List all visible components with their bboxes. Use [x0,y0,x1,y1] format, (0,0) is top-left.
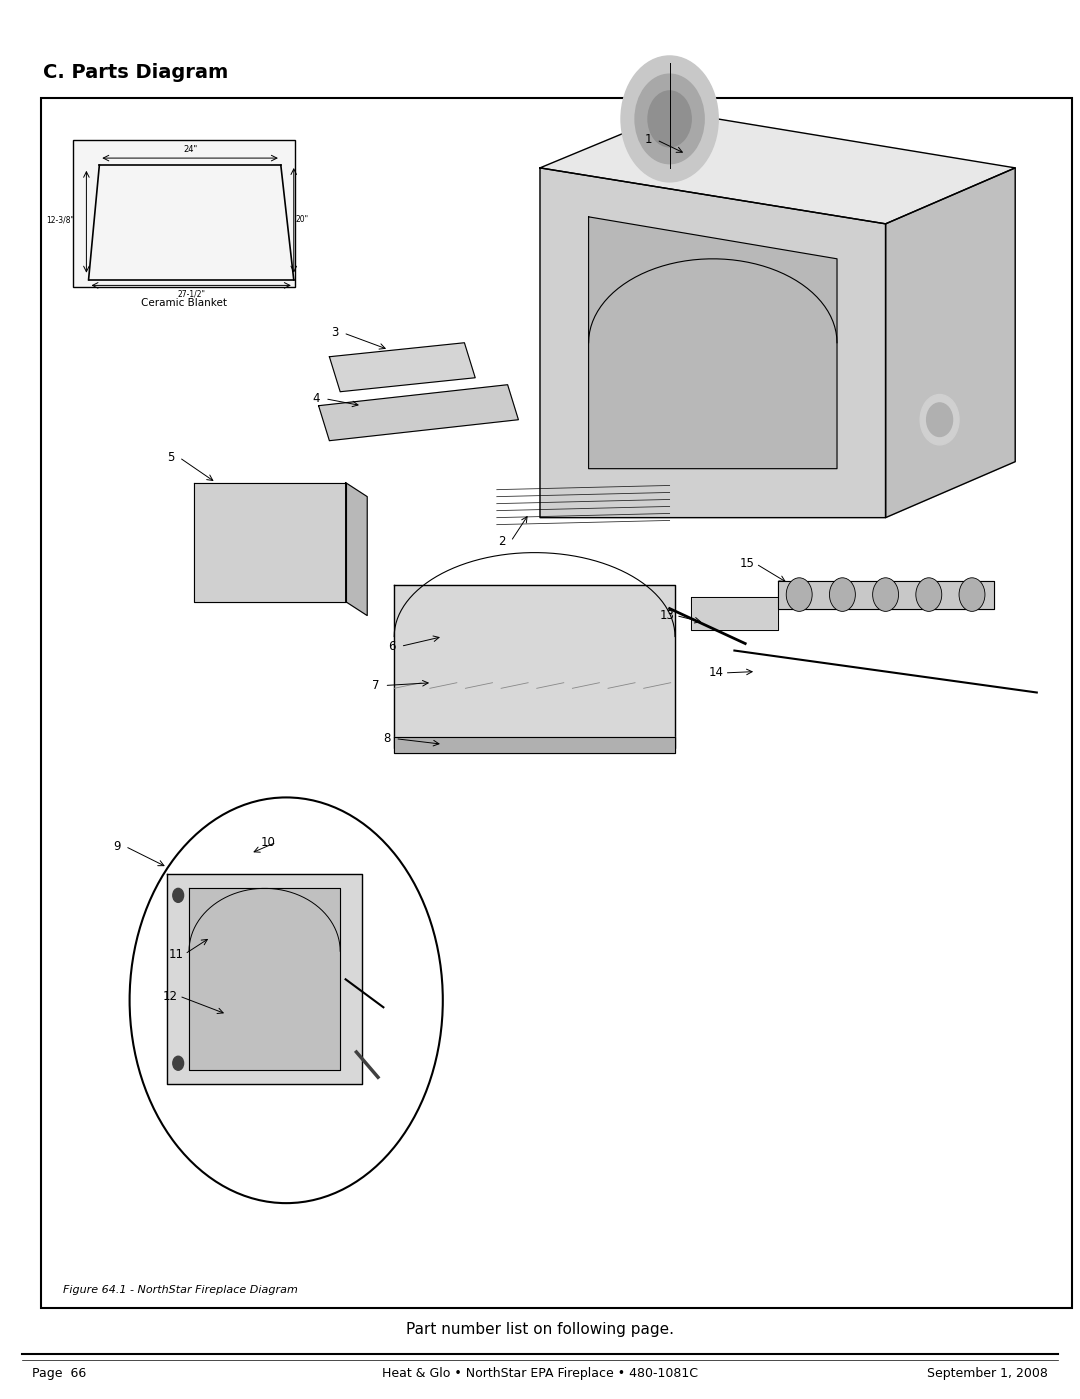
Text: 9: 9 [113,839,120,853]
Text: 3: 3 [332,326,338,340]
Polygon shape [540,112,1015,224]
Circle shape [621,56,718,182]
Polygon shape [394,585,675,748]
Text: 12: 12 [163,989,178,1003]
Circle shape [916,578,942,611]
Text: 7: 7 [373,679,379,693]
Text: 2: 2 [499,534,505,548]
Polygon shape [319,385,518,441]
Circle shape [920,395,959,445]
Text: 5: 5 [167,450,174,464]
Circle shape [927,403,953,436]
Polygon shape [329,343,475,392]
Circle shape [959,578,985,611]
Circle shape [635,74,704,164]
Polygon shape [194,483,346,602]
Circle shape [173,888,184,902]
Circle shape [130,797,443,1203]
Text: 6: 6 [389,639,395,653]
Polygon shape [540,168,886,518]
Polygon shape [778,581,994,609]
Circle shape [873,578,899,611]
Bar [73,140,295,287]
Bar [41,98,1072,1308]
Polygon shape [691,597,778,630]
Circle shape [829,578,855,611]
Text: 10: 10 [260,835,275,849]
Polygon shape [589,217,837,469]
Text: 24": 24" [183,145,198,154]
Text: 14: 14 [708,666,724,680]
Text: Page  66: Page 66 [32,1367,86,1381]
Circle shape [648,91,691,147]
Circle shape [173,1056,184,1070]
Text: 13: 13 [660,609,675,623]
Polygon shape [394,737,675,753]
Text: 15: 15 [740,557,755,571]
Text: 12-3/8": 12-3/8" [46,215,75,224]
Text: 11: 11 [168,947,184,961]
Text: Figure 64.1 - NorthStar Fireplace Diagram: Figure 64.1 - NorthStar Fireplace Diagra… [63,1284,297,1295]
Text: Heat & Glo • NorthStar EPA Fireplace • 480-1081C: Heat & Glo • NorthStar EPA Fireplace • 4… [382,1367,698,1381]
Text: September 1, 2008: September 1, 2008 [927,1367,1048,1381]
Polygon shape [189,888,340,1070]
Text: Ceramic Blanket: Ceramic Blanket [141,298,227,308]
Text: Part number list on following page.: Part number list on following page. [406,1322,674,1336]
Text: 27-1/2": 27-1/2" [177,290,205,298]
Text: 1: 1 [645,133,651,147]
Polygon shape [167,874,362,1084]
Polygon shape [346,483,367,616]
Text: C. Parts Diagram: C. Parts Diagram [43,63,229,83]
Polygon shape [886,168,1015,518]
Text: 20": 20" [296,215,309,224]
Text: 4: 4 [313,392,320,406]
Text: 8: 8 [383,732,390,746]
Circle shape [786,578,812,611]
